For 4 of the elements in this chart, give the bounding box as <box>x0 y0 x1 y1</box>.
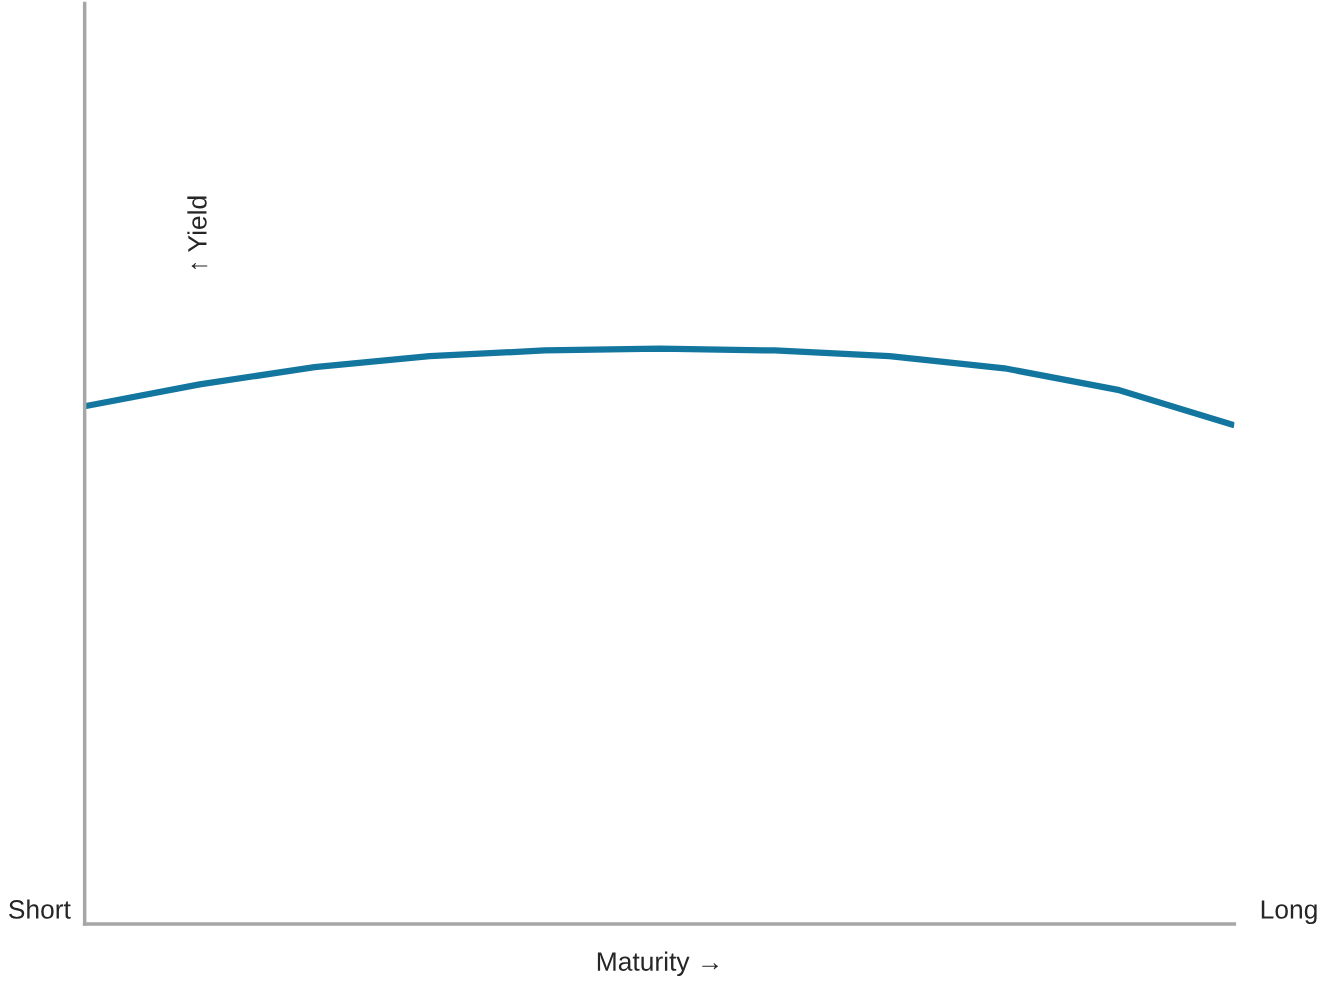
y-axis-title: ↑ Yield <box>187 196 208 270</box>
text: Short <box>9 899 71 919</box>
x-axis-title: Maturity → <box>597 951 718 977</box>
text: Long <box>1261 900 1317 925</box>
